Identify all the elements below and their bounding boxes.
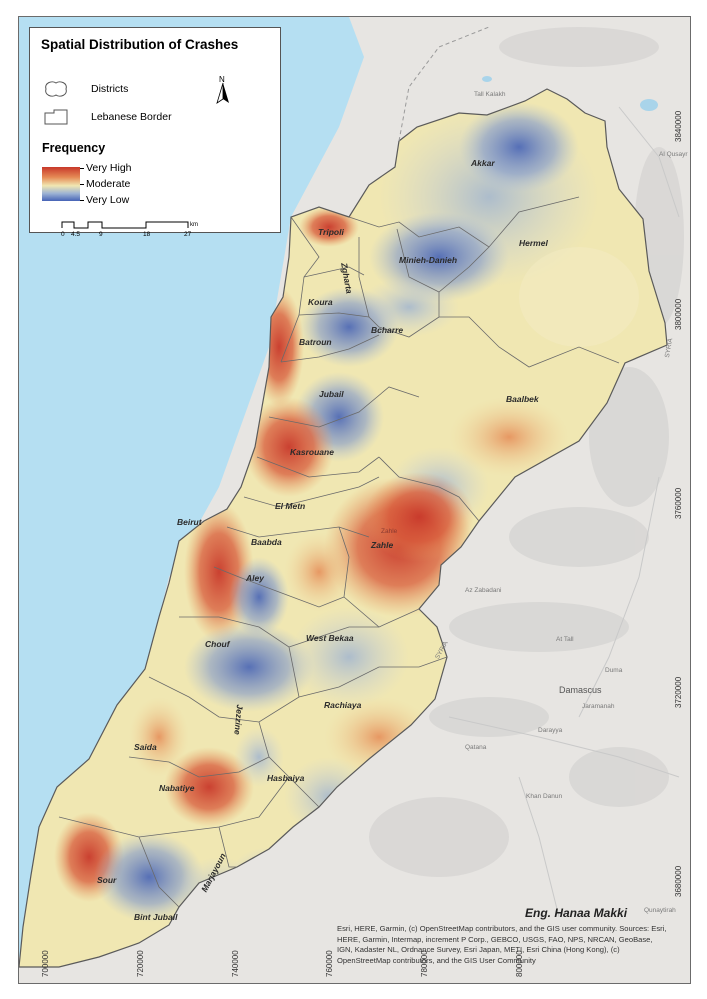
map-attribution: Esri, HERE, Garmin, (c) OpenStreetMap co… — [337, 924, 667, 965]
lon-tick-720000: 720000 — [136, 950, 145, 977]
district-label-bcharre: Bcharre — [371, 325, 404, 335]
lat-tick-3680000: 3680000 — [674, 865, 683, 897]
frequency-title: Frequency — [42, 141, 106, 155]
district-label-chouf: Chouf — [205, 639, 230, 649]
basemap-label-qatana: Qatana — [465, 744, 487, 751]
basemap-label-qunaytirah: Qunaytirah — [644, 907, 676, 914]
lat-tick-3840000: 3840000 — [674, 110, 683, 142]
district-label-west-bekaa: West Bekaa — [306, 633, 354, 643]
basemap-label-at-tall: At Tall — [556, 636, 574, 643]
scale-tick-18: 18 — [143, 231, 151, 238]
district-label-nabatiye: Nabatiye — [159, 783, 195, 793]
scale-tick-0: 0 — [61, 231, 65, 238]
map-frame[interactable]: Akkar Tripoli Minieh-Danieh Hermel Zghar… — [18, 16, 691, 984]
district-outline-icon — [45, 81, 67, 97]
basemap-label-zahle-city: Zahle — [381, 528, 398, 535]
basemap-label-khan-danun: Khan Danun — [526, 793, 563, 800]
district-label-beirut: Beirut — [177, 517, 202, 527]
ramp-label-moderate: Moderate — [86, 178, 131, 190]
district-label-rachiaya: Rachiaya — [324, 700, 362, 710]
district-label-hermel: Hermel — [519, 238, 548, 248]
north-label: N — [219, 75, 225, 84]
lat-tick-3800000: 3800000 — [674, 298, 683, 330]
district-label-aley: Aley — [246, 573, 264, 583]
border-outline-icon — [44, 109, 68, 125]
north-arrow-icon — [216, 82, 229, 104]
terrain-relief — [369, 27, 684, 877]
basemap-label-damascus: Damascus — [559, 685, 602, 695]
district-label-baabda: Baabda — [251, 537, 282, 547]
legend-item-lebanese-border: Lebanese Border — [91, 111, 172, 123]
district-label-saida: Saida — [134, 742, 157, 752]
map-canvas[interactable] — [19, 17, 690, 983]
legend-panel: Spatial Distribution of Crashes District… — [29, 27, 281, 238]
scale-unit: km — [190, 222, 198, 228]
legend-item-districts: Districts — [91, 83, 129, 95]
author-credit: Eng. Hanaa Makki — [525, 906, 628, 920]
frequency-color-ramp — [42, 167, 80, 201]
district-label-jubail: Jubail — [319, 389, 344, 399]
lat-tick-3760000: 3760000 — [674, 487, 683, 519]
lon-tick-700000: 700000 — [41, 950, 50, 977]
lake-features — [482, 76, 658, 111]
district-boundaries — [58, 196, 620, 908]
lon-tick-760000: 760000 — [325, 950, 334, 977]
district-label-zahle: Zahle — [371, 540, 394, 550]
district-label-akkar: Akkar — [471, 158, 495, 168]
district-label-baalbek: Baalbek — [506, 394, 539, 404]
basemap-label-al-qusayr: Al Qusayr — [659, 151, 688, 158]
ramp-label-very-low: Very Low — [86, 194, 130, 206]
scale-tick-27: 27 — [184, 231, 192, 238]
basemap-label-az-zabadani: Az Zabadani — [465, 587, 502, 594]
district-label-sour: Sour — [97, 875, 117, 885]
district-label-batroun: Batroun — [299, 337, 332, 347]
scale-tick-4-5: 4.5 — [71, 231, 81, 238]
district-label-minieh-danieh: Minieh-Danieh — [399, 255, 458, 265]
syria-border — [398, 26, 490, 142]
legend-title: Spatial Distribution of Crashes — [41, 37, 239, 52]
district-label-tripoli: Tripoli — [318, 227, 344, 237]
district-label-kasrouane: Kasrouane — [290, 447, 334, 457]
road-network — [448, 106, 680, 918]
lat-tick-3720000: 3720000 — [674, 676, 683, 708]
basemap-label-darayya: Darayya — [538, 727, 563, 734]
scale-bar — [61, 221, 189, 229]
lebanese-border — [19, 88, 668, 968]
ramp-tick-moderate — [80, 184, 84, 185]
scale-tick-9: 9 — [99, 231, 103, 238]
basemap-label-tall-kalakh: Tall Kalakh — [474, 91, 506, 98]
basemap-label-jaramanah: Jaramanah — [582, 703, 615, 710]
basemap-label-duma: Duma — [605, 667, 623, 674]
district-label-bint-jubail: Bint Jubail — [134, 912, 178, 922]
ramp-tick-low — [80, 200, 84, 201]
district-label-koura: Koura — [308, 297, 333, 307]
lon-tick-740000: 740000 — [231, 950, 240, 977]
district-label-hasbaiya: Hasbaiya — [267, 773, 305, 783]
ramp-tick-high — [80, 168, 84, 169]
district-label-el-metn: El Metn — [275, 501, 306, 511]
ramp-label-very-high: Very High — [86, 162, 132, 174]
